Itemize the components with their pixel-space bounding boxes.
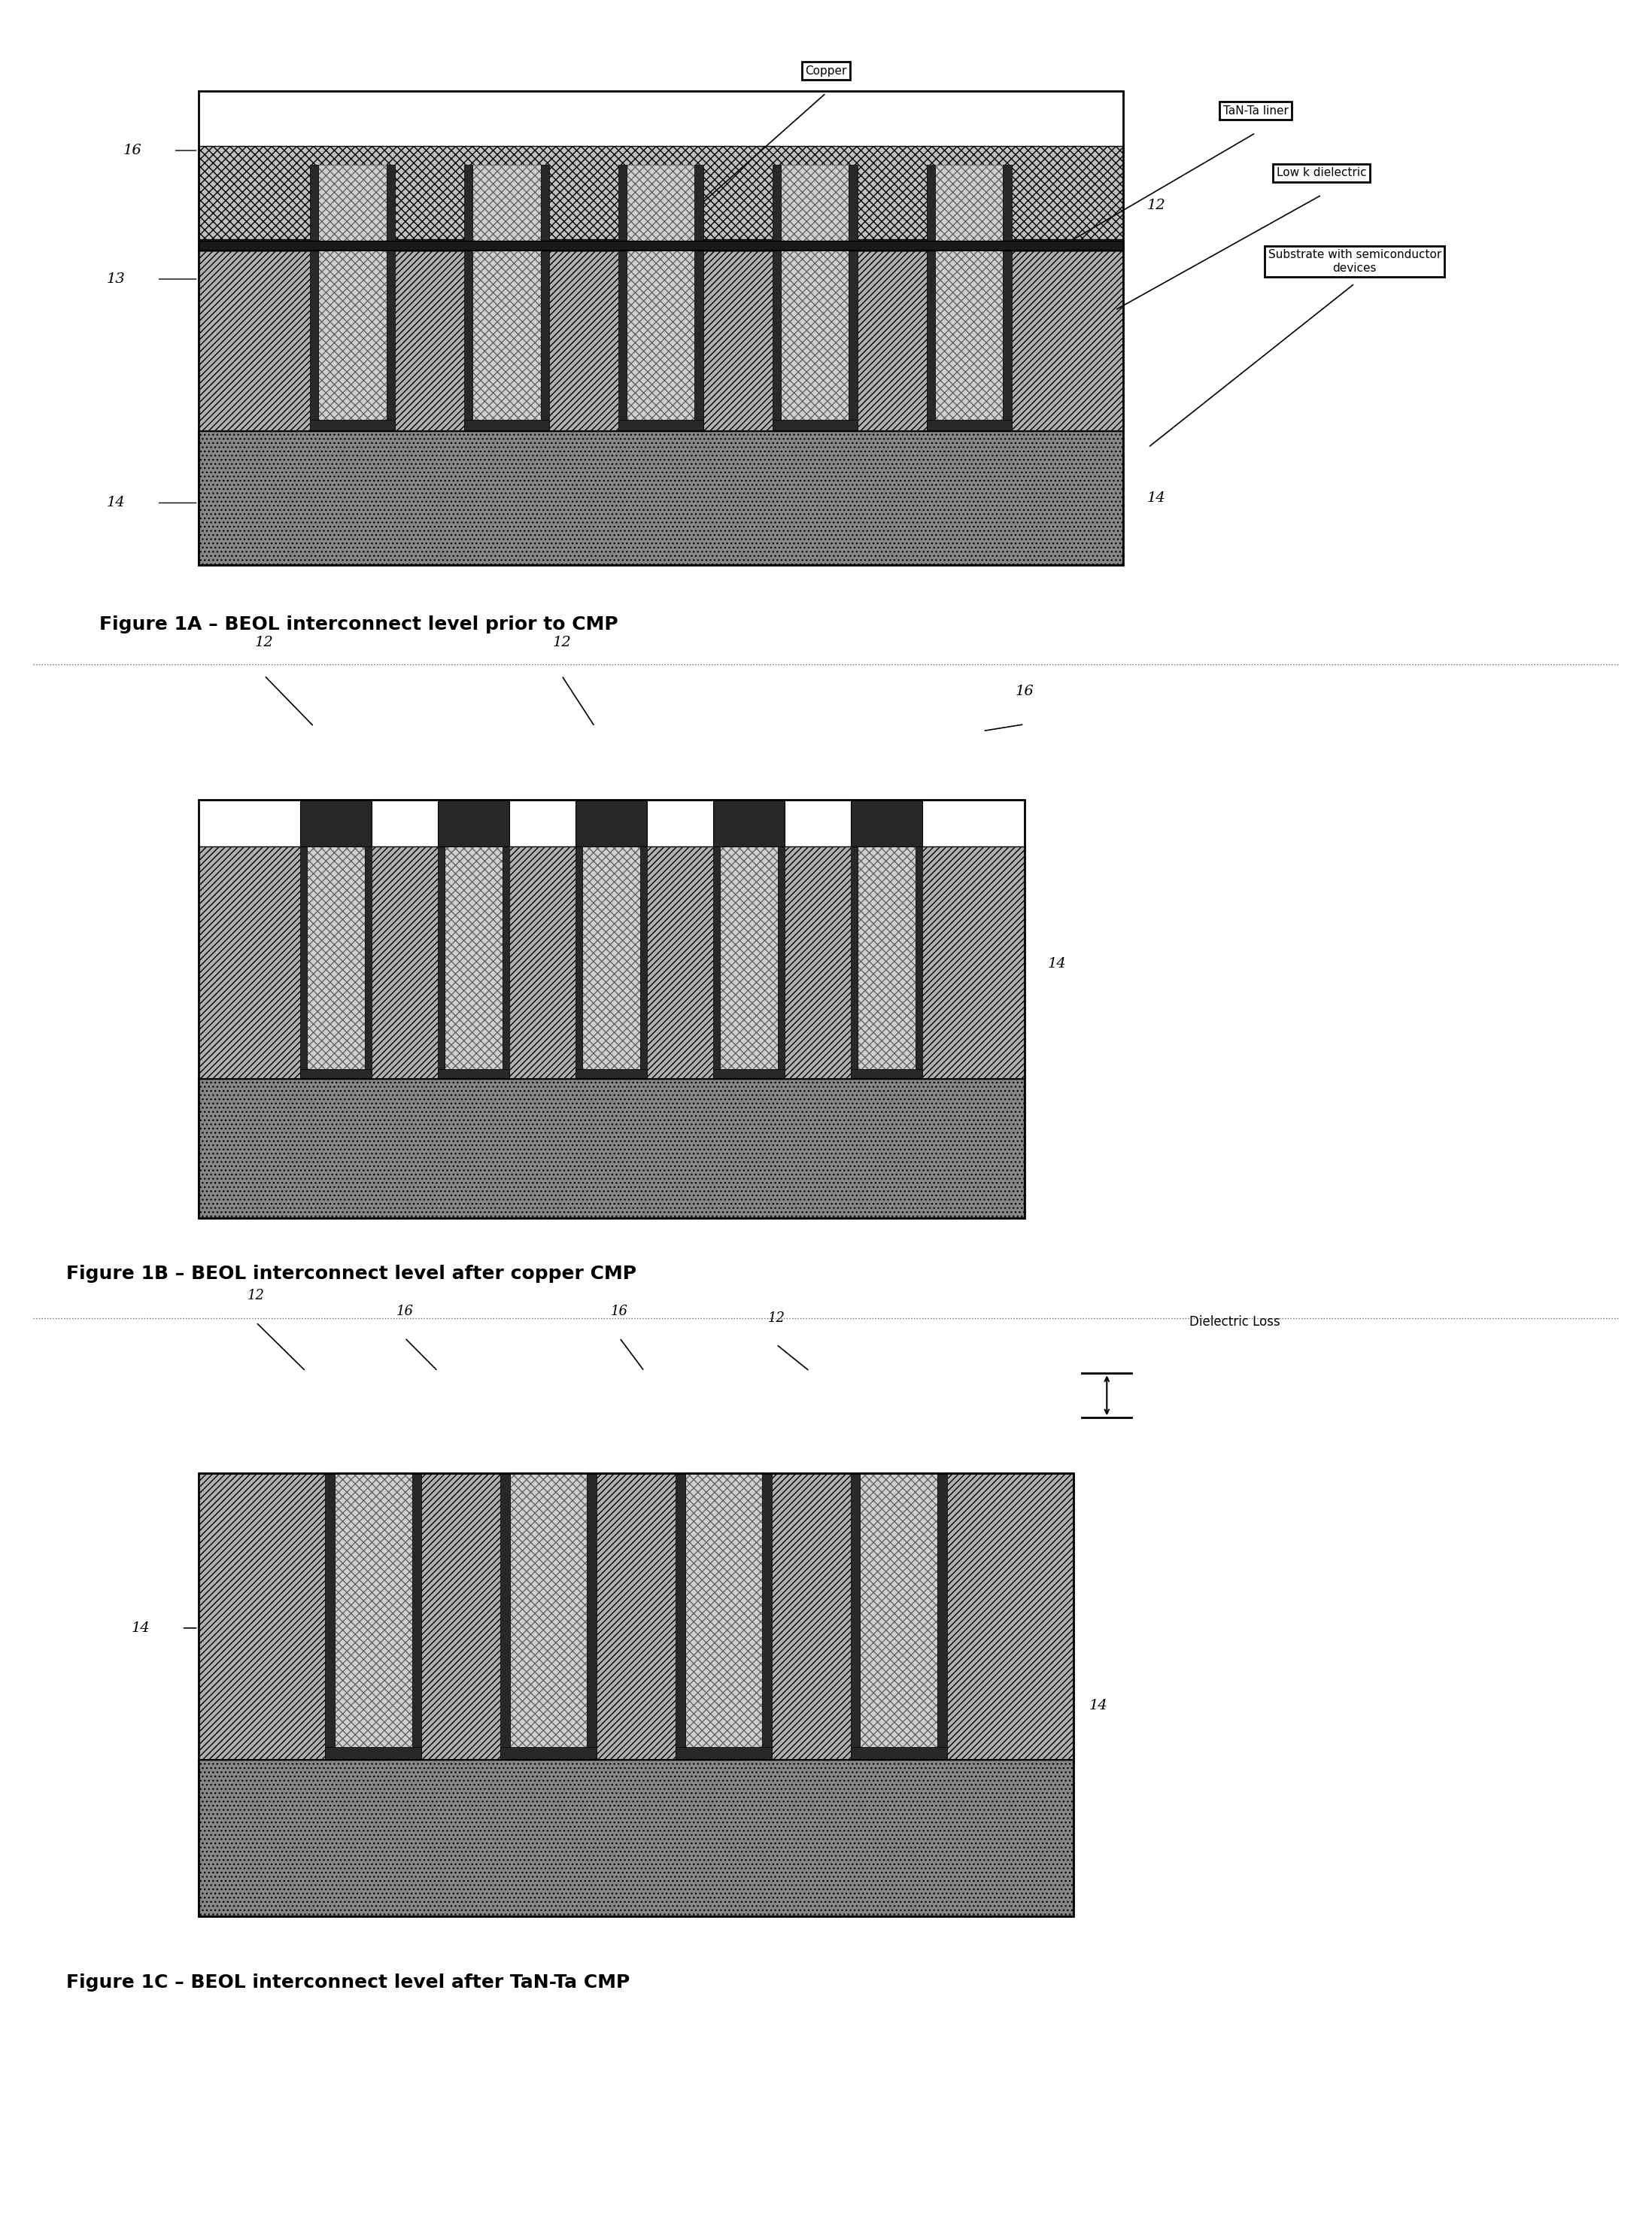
Bar — [464, 421, 548, 432]
Bar — [510, 1473, 586, 1748]
Bar — [781, 164, 849, 421]
Bar — [851, 1473, 861, 1759]
Bar — [937, 1473, 947, 1759]
Bar — [198, 250, 1123, 432]
Bar — [851, 1070, 922, 1079]
Bar — [501, 1473, 510, 1759]
Bar — [720, 846, 778, 1070]
Bar — [444, 846, 502, 1070]
Bar — [626, 164, 695, 421]
Text: 14: 14 — [1089, 1699, 1108, 1712]
Bar — [575, 1070, 648, 1079]
Text: 16: 16 — [611, 1305, 628, 1318]
Bar — [695, 164, 704, 432]
Bar — [311, 421, 395, 432]
Text: 12: 12 — [768, 1311, 785, 1325]
Text: Copper: Copper — [805, 64, 847, 78]
Bar — [198, 846, 1024, 1079]
Text: 16: 16 — [1014, 684, 1034, 698]
Text: TaN-Ta liner: TaN-Ta liner — [1222, 104, 1289, 117]
Bar — [762, 1473, 771, 1759]
Bar — [927, 421, 1011, 432]
Bar — [778, 846, 785, 1079]
Bar — [927, 164, 935, 432]
Bar — [935, 164, 1003, 421]
Text: 12: 12 — [248, 1289, 264, 1302]
Bar — [618, 421, 704, 432]
Bar — [472, 164, 540, 421]
Text: 12: 12 — [254, 636, 274, 649]
Bar — [502, 846, 509, 1079]
Bar — [198, 432, 1123, 565]
Bar — [198, 91, 1123, 565]
Bar — [861, 1473, 937, 1748]
Bar — [575, 846, 583, 1079]
Bar — [198, 1079, 1024, 1218]
Text: 16: 16 — [122, 144, 142, 157]
Bar — [851, 846, 857, 1079]
Text: 14: 14 — [1047, 957, 1067, 970]
Text: 14: 14 — [131, 1621, 150, 1635]
Bar — [411, 1473, 421, 1759]
Text: 14: 14 — [1146, 492, 1166, 505]
Bar — [198, 146, 1123, 250]
Bar — [540, 164, 548, 432]
Bar — [464, 164, 472, 432]
Bar — [325, 1748, 421, 1759]
Text: 13: 13 — [106, 272, 126, 286]
Bar — [438, 1070, 509, 1079]
Bar — [198, 241, 1123, 250]
Bar — [301, 1070, 372, 1079]
Bar — [365, 846, 372, 1079]
Bar — [849, 164, 857, 432]
Text: 12: 12 — [1146, 199, 1166, 213]
Bar — [714, 846, 720, 1079]
Bar — [198, 1473, 1074, 1759]
Bar — [714, 800, 785, 846]
Text: Figure 1A – BEOL interconnect level prior to CMP: Figure 1A – BEOL interconnect level prio… — [99, 616, 618, 633]
Bar — [301, 800, 372, 846]
Bar — [583, 846, 639, 1070]
Text: 16: 16 — [396, 1305, 413, 1318]
Bar — [714, 1070, 785, 1079]
Text: Dielectric Loss: Dielectric Loss — [1189, 1316, 1280, 1329]
Text: Substrate with semiconductor
devices: Substrate with semiconductor devices — [1269, 248, 1441, 275]
Bar — [857, 846, 915, 1070]
Bar — [676, 1748, 771, 1759]
Bar — [319, 164, 387, 421]
Bar — [438, 800, 509, 846]
Bar — [915, 846, 922, 1079]
Bar — [335, 1473, 411, 1748]
Bar — [301, 846, 307, 1079]
Bar — [676, 1473, 686, 1759]
Bar — [575, 800, 648, 846]
Bar — [686, 1473, 762, 1748]
Bar — [325, 1473, 335, 1759]
Bar — [639, 846, 648, 1079]
Bar — [773, 164, 781, 432]
Bar — [387, 164, 395, 432]
Bar — [198, 1473, 1074, 1916]
Bar — [618, 164, 626, 432]
Text: Figure 1C – BEOL interconnect level after TaN-Ta CMP: Figure 1C – BEOL interconnect level afte… — [66, 1974, 629, 1991]
Bar — [198, 1759, 1074, 1916]
Text: 14: 14 — [106, 496, 126, 509]
Bar — [198, 800, 1024, 1218]
Bar — [586, 1473, 596, 1759]
Text: 12: 12 — [552, 636, 572, 649]
Bar — [851, 800, 922, 846]
Bar — [773, 421, 857, 432]
Text: Figure 1B – BEOL interconnect level after copper CMP: Figure 1B – BEOL interconnect level afte… — [66, 1265, 636, 1282]
Bar — [501, 1748, 596, 1759]
Bar — [438, 846, 444, 1079]
Bar — [307, 846, 365, 1070]
Bar — [198, 239, 1123, 250]
Bar — [311, 164, 319, 432]
Text: Low k dielectric: Low k dielectric — [1277, 166, 1366, 179]
Bar — [851, 1748, 947, 1759]
Bar — [1003, 164, 1011, 432]
